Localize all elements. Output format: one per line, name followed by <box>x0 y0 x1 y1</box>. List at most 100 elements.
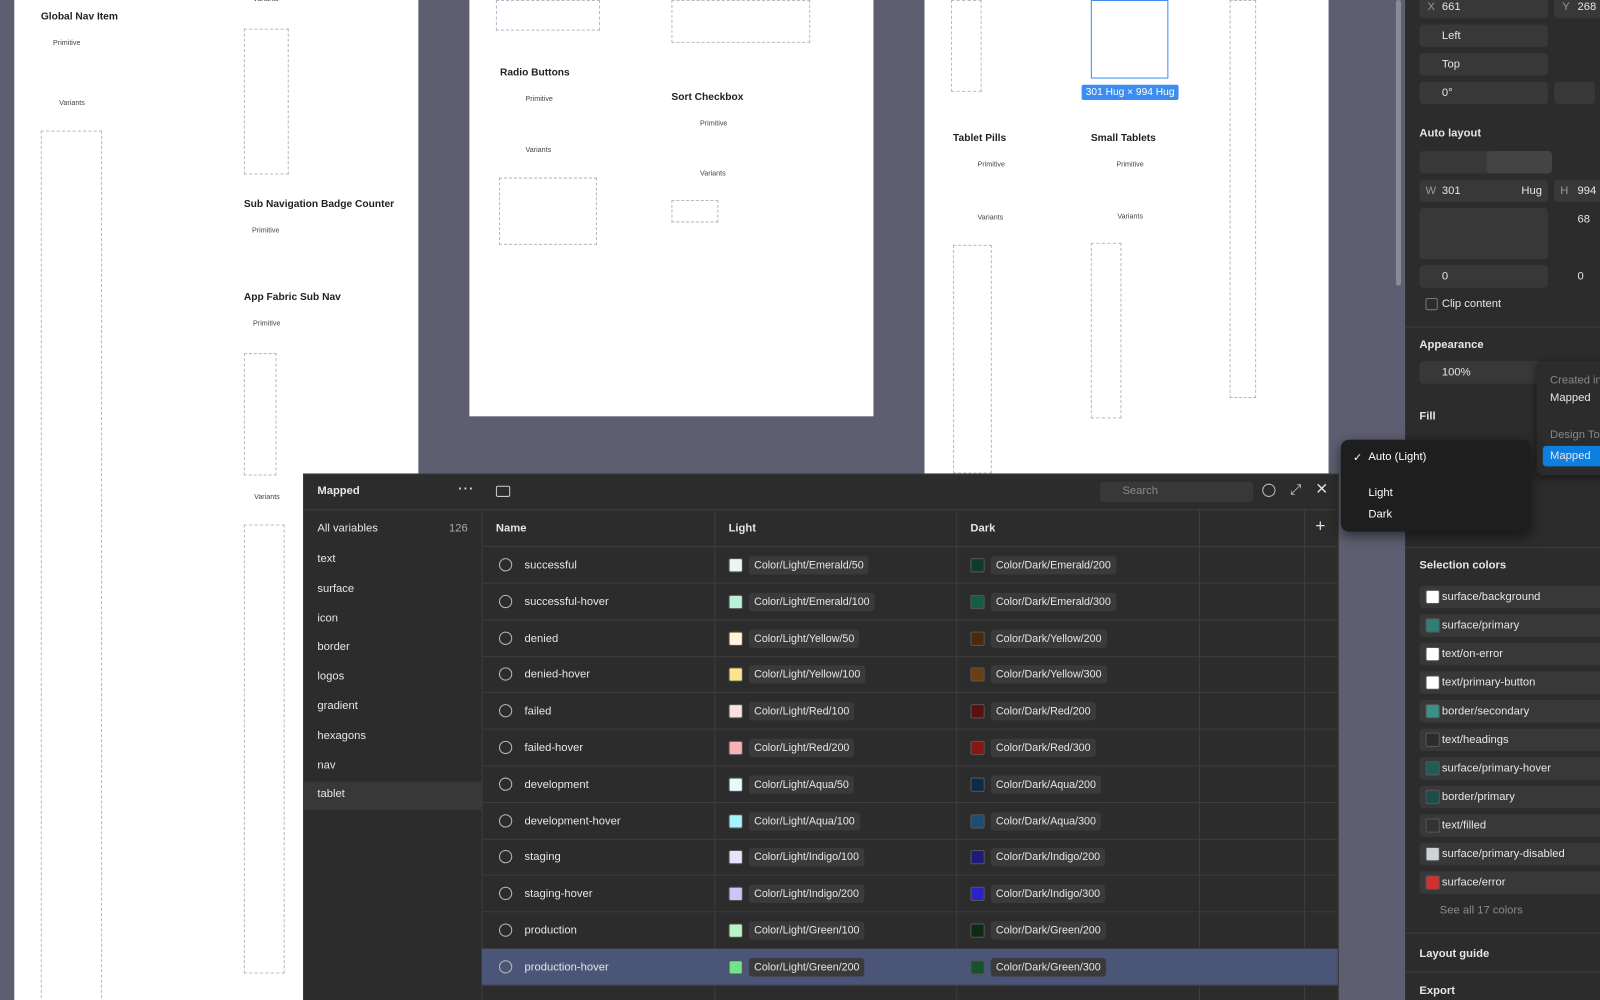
variable-name: successful <box>524 559 577 572</box>
column-divider <box>956 510 958 1000</box>
section-label: Primitive <box>977 161 1005 169</box>
color-name: text/headings <box>1441 733 1509 746</box>
section: Auto layout <box>1419 127 1482 140</box>
swatch <box>728 704 743 719</box>
clip-label: Clip content <box>1441 297 1502 311</box>
variant-box <box>671 199 719 223</box>
color-swatch <box>1425 675 1440 690</box>
color-name: surface/primary-hover <box>1441 762 1552 775</box>
add-mode: + <box>1315 516 1326 536</box>
section-label: Variants <box>977 214 1004 222</box>
swatch <box>728 923 743 938</box>
color-icon <box>498 740 513 755</box>
alias-pill: Color/Dark/Red/200 <box>990 702 1096 721</box>
group-item: text <box>317 553 336 566</box>
swatch <box>970 850 985 865</box>
alias-pill: Color/Light/Yellow/100 <box>748 665 866 685</box>
swatch <box>970 923 985 938</box>
rotation: 0° <box>1441 86 1453 99</box>
group-item: border <box>317 641 350 654</box>
all-variables: All variables <box>317 522 378 535</box>
section-label: Variants <box>253 0 279 3</box>
swatch <box>970 740 985 756</box>
section-title: Sort Checkbox <box>671 91 744 104</box>
align-grid <box>1419 208 1548 260</box>
swatch <box>970 886 985 902</box>
variant-box <box>951 0 982 92</box>
color-swatch <box>1425 618 1440 633</box>
alias-pill: Color/Light/Green/100 <box>748 921 865 940</box>
color-name: text/filled <box>1441 819 1487 832</box>
column-header: Dark <box>970 522 996 535</box>
section: Export <box>1419 984 1455 997</box>
input-field <box>1419 81 1548 105</box>
color-icon <box>498 558 513 572</box>
input-field <box>1554 81 1595 105</box>
row-divider <box>481 984 1338 986</box>
v-align: Top <box>1441 58 1460 71</box>
group-item: logos <box>317 670 345 683</box>
variable-name: failed <box>524 705 552 718</box>
group-item: surface <box>317 582 355 595</box>
mode-popup: Created in Mapped Design To Mapped <box>1536 361 1600 476</box>
color-name: border/primary <box>1441 790 1515 804</box>
swatch <box>970 959 985 975</box>
menu-item: Light <box>1368 486 1393 499</box>
color-swatch <box>1425 589 1440 605</box>
swatch <box>970 777 985 792</box>
alias-pill: Color/Light/Yellow/50 <box>748 629 860 648</box>
section-title: Global Nav Item <box>40 11 118 23</box>
expand-button: ⤢ <box>1289 480 1302 497</box>
mode-option: Design To <box>1549 428 1600 441</box>
swatch <box>970 667 985 683</box>
swatch <box>970 631 985 646</box>
input-field <box>1554 179 1600 203</box>
sidebar-toggle <box>495 485 511 497</box>
alias-pill: Color/Dark/Indigo/200 <box>990 848 1106 867</box>
variant-box <box>671 0 811 43</box>
alias-pill: Color/Light/Red/200 <box>748 738 855 758</box>
x-label: X <box>1427 1 1436 14</box>
row-divider <box>481 874 1338 876</box>
column-header: Name <box>495 522 527 535</box>
direction-active <box>1486 151 1553 174</box>
input-field <box>1419 179 1548 203</box>
input-field <box>1419 361 1548 384</box>
input-field <box>1419 814 1600 837</box>
input-field <box>1419 871 1600 894</box>
color-icon <box>498 594 513 608</box>
alias-pill: Color/Dark/Yellow/300 <box>990 665 1107 685</box>
input-field <box>1419 785 1600 809</box>
color-icon <box>498 631 513 645</box>
menu-item: Auto (Light) <box>1368 451 1427 464</box>
more-button: ⋯ <box>457 480 474 498</box>
section-title: App Fabric Sub Nav <box>243 291 341 304</box>
swatch <box>728 631 743 646</box>
all-count: 126 <box>448 522 468 535</box>
x-value: 661 <box>1441 1 1461 14</box>
opacity: 100% <box>1441 366 1471 379</box>
group-item: icon <box>317 611 338 625</box>
collection-name: Mapped <box>317 484 360 497</box>
variant-box <box>1229 0 1257 398</box>
section-title: Radio Buttons <box>499 67 570 79</box>
swatch <box>728 594 743 609</box>
h-value: 994 <box>1577 184 1597 197</box>
row-selected <box>481 948 1338 986</box>
divider <box>1405 971 1600 973</box>
group-item: nav <box>317 758 336 772</box>
variable-name: production <box>524 924 577 937</box>
padding-h: 0 <box>1441 270 1449 283</box>
color-swatch <box>1425 846 1440 862</box>
variable-name: denied-hover <box>524 668 591 682</box>
swatch <box>728 777 743 792</box>
group-item: tablet <box>317 788 345 801</box>
color-icon <box>498 777 513 791</box>
color-icon <box>498 850 513 864</box>
swatch <box>728 740 743 756</box>
swatch <box>728 813 743 829</box>
input-field <box>1419 642 1600 666</box>
alias-pill: Color/Dark/Emerald/300 <box>990 592 1116 612</box>
row-divider <box>481 911 1338 913</box>
checkbox <box>1425 297 1438 311</box>
